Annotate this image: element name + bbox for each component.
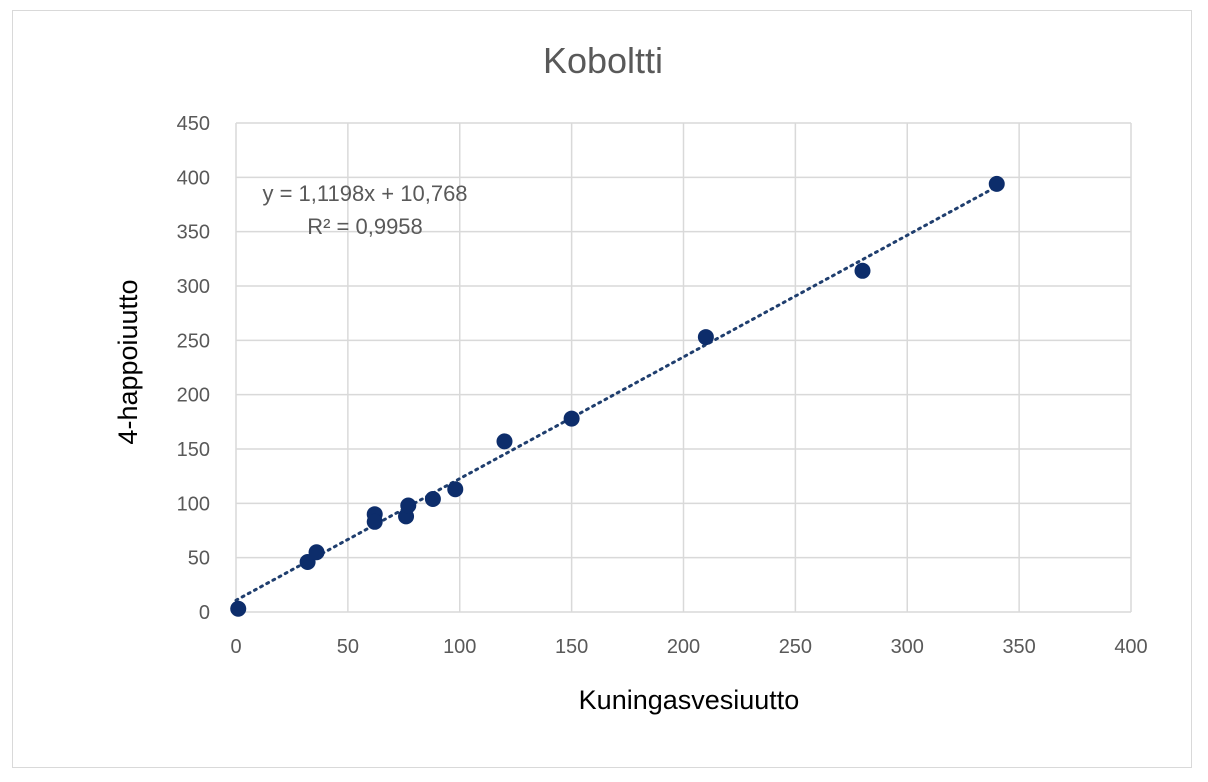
trendline-equation: y = 1,1198x + 10,768 bbox=[262, 181, 467, 206]
x-tick-label: 50 bbox=[337, 636, 359, 658]
data-point bbox=[424, 490, 441, 507]
data-point bbox=[496, 433, 513, 450]
data-point bbox=[854, 262, 871, 279]
data-point bbox=[230, 600, 247, 617]
x-tick-label: 250 bbox=[779, 636, 812, 658]
x-tick-label: 150 bbox=[555, 636, 588, 658]
y-tick-labels: 0 50 100 150 200 250 300 350 400 450 bbox=[177, 113, 210, 624]
y-tick-label: 150 bbox=[177, 439, 210, 461]
y-axis-label: 4-happoiuutto bbox=[113, 279, 143, 444]
y-tick-label: 300 bbox=[177, 276, 210, 298]
y-tick-label: 0 bbox=[199, 602, 210, 624]
r-squared-label: R² = 0,9958 bbox=[307, 214, 423, 239]
chart-title: Koboltti bbox=[543, 40, 663, 81]
data-points bbox=[230, 175, 1005, 617]
y-tick-label: 50 bbox=[188, 548, 210, 570]
x-tick-label: 400 bbox=[1114, 636, 1147, 658]
gridlines bbox=[235, 122, 1132, 613]
x-tick-label: 350 bbox=[1002, 636, 1035, 658]
data-point bbox=[447, 481, 464, 498]
y-tick-label: 450 bbox=[177, 113, 210, 135]
x-tick-label: 0 bbox=[230, 636, 241, 658]
x-axis-label: Kuningasvesiuutto bbox=[579, 685, 800, 715]
x-tick-label: 200 bbox=[667, 636, 700, 658]
data-point bbox=[366, 513, 383, 530]
x-tick-labels: 0 50 100 150 200 250 300 350 400 bbox=[230, 636, 1147, 658]
y-tick-label: 400 bbox=[177, 167, 210, 189]
data-point bbox=[308, 544, 325, 561]
data-point bbox=[563, 410, 580, 427]
y-tick-label: 200 bbox=[177, 385, 210, 407]
x-tick-label: 300 bbox=[891, 636, 924, 658]
data-point bbox=[988, 175, 1005, 192]
y-tick-label: 350 bbox=[177, 222, 210, 244]
y-tick-label: 250 bbox=[177, 330, 210, 352]
data-point bbox=[400, 497, 417, 514]
data-point bbox=[697, 329, 714, 346]
y-tick-label: 100 bbox=[177, 493, 210, 515]
chart-frame bbox=[12, 10, 1192, 768]
trendline bbox=[234, 185, 999, 602]
x-tick-label: 100 bbox=[443, 636, 476, 658]
